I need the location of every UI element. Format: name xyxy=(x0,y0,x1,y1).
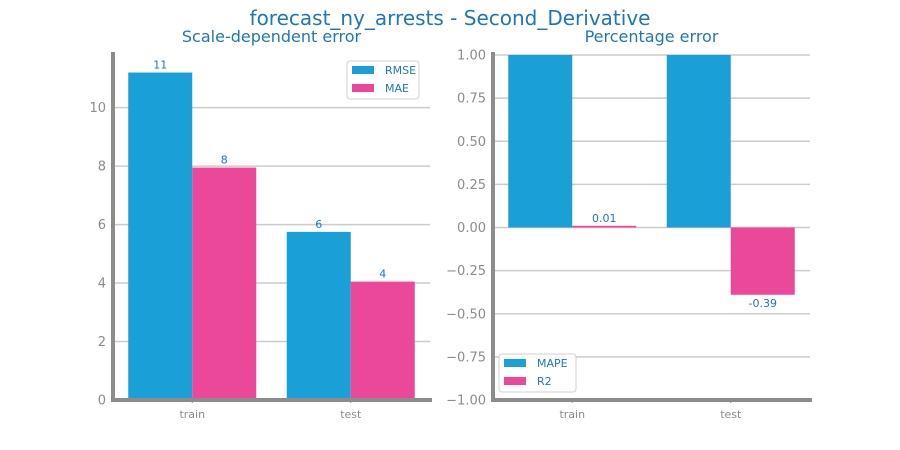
legend-swatch-r2 xyxy=(504,377,526,385)
bar-mape-train xyxy=(508,55,573,228)
x-tick-label: train xyxy=(559,408,585,421)
data-label: 8 xyxy=(221,154,228,167)
bar-mae-train xyxy=(192,167,257,400)
figure-title: forecast_ny_arrests - Second_Derivative xyxy=(250,6,651,30)
y-tick-label: 0.75 xyxy=(457,92,486,107)
y-tick-label: −0.25 xyxy=(446,264,486,279)
bar-rmse-test xyxy=(286,231,351,400)
data-label: -0.39 xyxy=(749,297,777,310)
y-tick-label: 0.00 xyxy=(457,221,486,236)
chart-scale-dependent-error: Scale-dependent error 0 2 4 6 8 10 11 8 train 6 4 te… xyxy=(89,27,432,421)
y-tick-label: 2 xyxy=(98,335,106,350)
x-tick-label: test xyxy=(720,408,742,421)
y-tick-label: −1.00 xyxy=(446,394,486,409)
legend-label-r2: R2 xyxy=(537,375,552,388)
bar-mae-test xyxy=(350,281,415,400)
chart-title: Scale-dependent error xyxy=(182,27,362,46)
bar-mape-test xyxy=(666,55,731,228)
y-tick-label: 0.50 xyxy=(457,135,486,150)
legend-swatch-mape xyxy=(504,359,526,367)
y-tick-label: 10 xyxy=(89,101,106,116)
y-tick-label: 0 xyxy=(98,394,106,409)
y-tick-label: −0.75 xyxy=(446,350,486,365)
x-tick-label: train xyxy=(179,408,205,421)
legend-label-mape: MAPE xyxy=(537,357,568,370)
legend-label-mae: MAE xyxy=(385,82,409,95)
legend-swatch-rmse xyxy=(352,66,374,74)
chart-title: Percentage error xyxy=(585,27,719,46)
y-tick-label: 8 xyxy=(98,160,106,175)
bar-r2-train xyxy=(572,225,637,228)
legend: MAPE R2 xyxy=(498,353,577,393)
data-label: 11 xyxy=(153,59,167,72)
y-tick-label: 1.00 xyxy=(457,49,486,64)
data-label: 4 xyxy=(379,268,386,281)
y-tick-label: −0.50 xyxy=(446,307,486,322)
chart-percentage-error: Percentage error −1.00 −0.75 −0.50 −0.25 0.00… xyxy=(446,27,812,421)
y-tick-label: 4 xyxy=(98,277,106,292)
legend-swatch-mae xyxy=(352,84,374,92)
legend-label-rmse: RMSE xyxy=(385,64,416,77)
bar-r2-test xyxy=(730,227,795,295)
data-label: 0.01 xyxy=(592,212,617,225)
data-label: 6 xyxy=(315,218,322,231)
y-tick-label: 0.25 xyxy=(457,178,486,193)
y-tick-label: 6 xyxy=(98,218,106,233)
x-tick-label: test xyxy=(340,408,362,421)
legend: RMSE MAE xyxy=(346,60,420,100)
bar-rmse-train xyxy=(128,72,193,401)
